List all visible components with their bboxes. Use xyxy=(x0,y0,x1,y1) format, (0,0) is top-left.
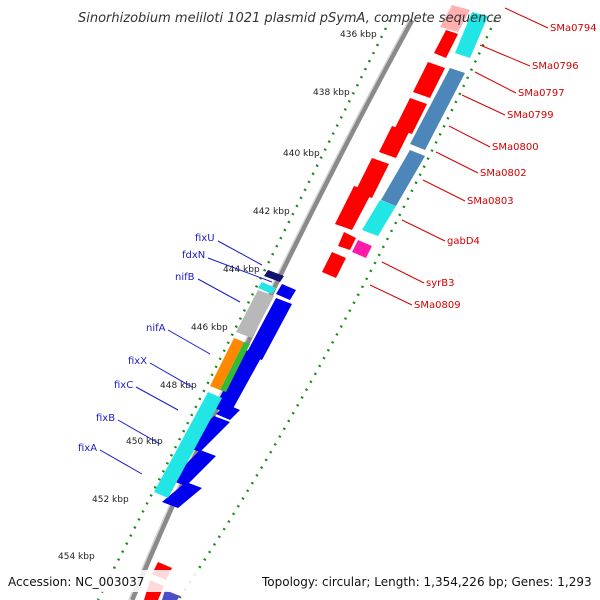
gene-label[interactable]: SMa0796 xyxy=(532,61,579,72)
footer-background xyxy=(0,570,600,592)
gene-label[interactable]: fixC xyxy=(114,380,133,391)
kbp-tick: 450 kbp xyxy=(126,437,163,447)
kbp-tick: 442 kbp xyxy=(253,207,290,217)
gene-feature[interactable] xyxy=(322,252,346,278)
left-inner-features xyxy=(154,282,276,498)
gene-label[interactable]: SMa0799 xyxy=(507,110,554,121)
left-gene-labels: fixU fdxN nifB nifA fixX fixC fixB fixA xyxy=(78,233,273,475)
gene-feature[interactable] xyxy=(264,270,284,282)
gene-label[interactable]: SMa0809 xyxy=(414,300,461,311)
gene-feature[interactable] xyxy=(170,450,216,486)
gene-feature[interactable] xyxy=(154,392,222,498)
label-leader-line xyxy=(149,362,193,388)
gene-feature[interactable] xyxy=(236,290,274,338)
gene-label[interactable]: fdxN xyxy=(182,250,205,261)
gene-feature[interactable] xyxy=(335,186,372,230)
label-leader-line xyxy=(197,278,241,303)
label-leader-line xyxy=(474,71,517,94)
gene-feature[interactable] xyxy=(355,158,389,198)
gene-label[interactable]: SMa0800 xyxy=(492,142,539,153)
kbp-tick: 446 kbp xyxy=(191,323,228,333)
topology-text: Topology: circular; Length: 1,354,226 bp… xyxy=(261,575,592,589)
gene-feature[interactable] xyxy=(210,338,244,390)
gene-label[interactable]: nifB xyxy=(175,272,195,283)
map-title: Sinorhizobium meliloti 1021 plasmid pSym… xyxy=(78,11,501,26)
gene-feature[interactable] xyxy=(410,68,465,150)
right-inner-features xyxy=(162,12,488,600)
label-leader-line xyxy=(401,219,446,242)
label-leader-line xyxy=(381,261,425,284)
gene-label[interactable]: nifA xyxy=(146,323,166,334)
kbp-tick: 454 kbp xyxy=(58,552,95,562)
gene-label[interactable]: SMa0794 xyxy=(550,23,597,34)
gene-feature[interactable] xyxy=(338,232,356,250)
label-leader-line xyxy=(479,44,531,67)
gene-feature[interactable] xyxy=(220,342,250,392)
gene-feature[interactable] xyxy=(381,150,425,206)
label-leader-line xyxy=(99,449,143,475)
gene-feature[interactable] xyxy=(214,350,262,414)
gene-feature[interactable] xyxy=(413,62,445,98)
label-leader-line xyxy=(135,386,179,411)
gene-feature[interactable] xyxy=(434,30,458,58)
kbp-tick: 444 kbp xyxy=(223,265,260,275)
label-leader-line xyxy=(448,125,491,148)
gene-feature[interactable] xyxy=(162,590,180,600)
gene-feature[interactable] xyxy=(440,5,470,32)
gene-feature[interactable] xyxy=(258,282,276,294)
gene-feature[interactable] xyxy=(395,98,427,134)
gene-label[interactable]: syrB3 xyxy=(426,278,454,289)
gene-label[interactable]: SMa0803 xyxy=(467,196,514,207)
label-leader-line xyxy=(435,151,479,174)
gene-feature[interactable] xyxy=(362,200,396,236)
gene-label[interactable]: gabD4 xyxy=(447,236,480,247)
gene-feature[interactable] xyxy=(216,404,240,420)
gene-label[interactable]: SMa0802 xyxy=(480,168,527,179)
kbp-tick: 436 kbp xyxy=(340,30,377,40)
kbp-tick: 452 kbp xyxy=(92,495,129,505)
right-gene-labels: SMa0794 SMa0796 SMa0797 SMa0799 SMa0800 … xyxy=(369,7,597,311)
gene-feature[interactable] xyxy=(379,126,409,158)
label-leader-line xyxy=(217,240,263,266)
gene-feature[interactable] xyxy=(352,240,372,258)
accession-text: Accession: NC_003037 xyxy=(8,575,144,589)
label-leader-line xyxy=(167,329,211,355)
gene-feature[interactable] xyxy=(246,298,292,360)
kbp-tick-labels: 436 kbp 438 kbp 440 kbp 442 kbp 444 kbp … xyxy=(58,30,377,562)
label-leader-line xyxy=(369,284,413,306)
label-leader-line xyxy=(117,419,161,445)
label-leader-line xyxy=(461,94,506,116)
kbp-tick: 438 kbp xyxy=(313,88,350,98)
kbp-tick: 440 kbp xyxy=(283,149,320,159)
inner-dotted-ring xyxy=(96,19,392,600)
gene-feature[interactable] xyxy=(455,12,488,58)
gene-feature[interactable] xyxy=(162,482,202,508)
gene-label[interactable]: fixU xyxy=(195,233,215,244)
gene-label[interactable]: fixA xyxy=(78,443,97,454)
label-leader-line xyxy=(504,7,549,29)
label-leader-line xyxy=(422,179,466,202)
gene-feature[interactable] xyxy=(276,284,296,300)
gene-label[interactable]: SMa0797 xyxy=(518,88,565,99)
gene-label[interactable]: fixB xyxy=(96,413,115,424)
outer-dotted-ring xyxy=(176,19,497,600)
gene-label[interactable]: fixX xyxy=(128,356,147,367)
kbp-tick: 448 kbp xyxy=(160,381,197,391)
label-leader-line xyxy=(207,257,273,283)
